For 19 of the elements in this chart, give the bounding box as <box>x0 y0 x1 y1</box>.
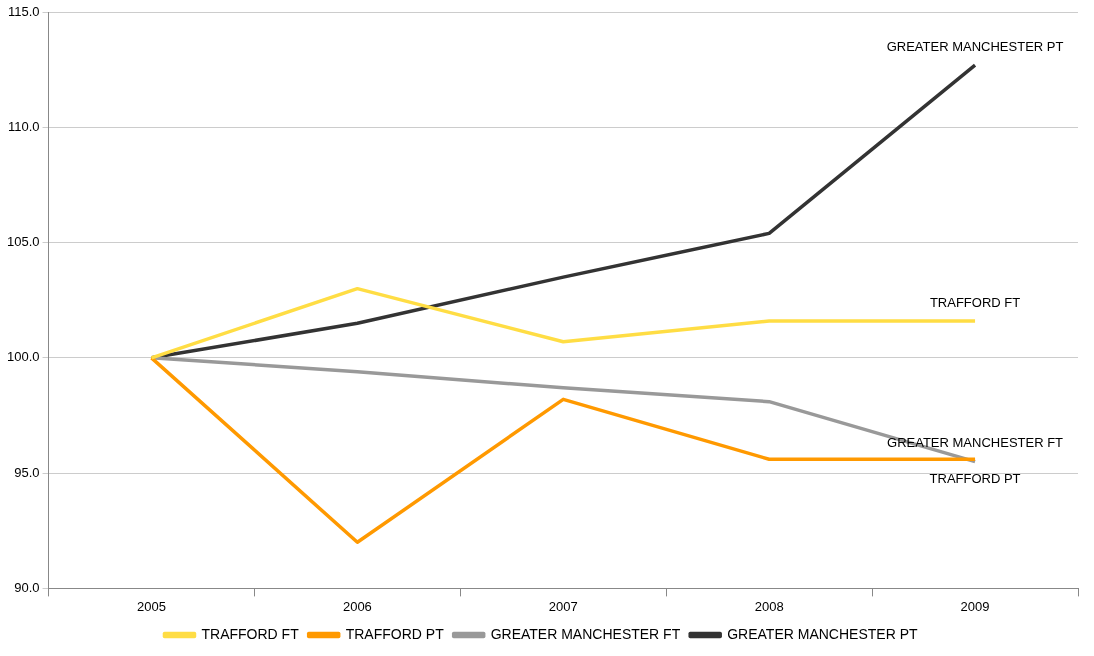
x-tick-label: 2006 <box>342 598 372 614</box>
legend-label: GREATER MANCHESTER PT <box>727 625 918 642</box>
annotation: TRAFFORD PT <box>929 470 1021 486</box>
annotation: TRAFFORD FT <box>929 294 1021 310</box>
x-tick-label: 2005 <box>137 598 166 614</box>
legend-label: GREATER MANCHESTER FT <box>490 625 681 642</box>
annotation: GREATER MANCHESTER PT <box>886 38 1064 54</box>
x-tick-label: 2009 <box>960 598 990 614</box>
y-tick-label: 105.0 <box>6 234 40 250</box>
annotation: GREATER MANCHESTER FT <box>887 435 1064 451</box>
x-tick-label: 2007 <box>548 598 578 614</box>
y-tick-label: 90.0 <box>14 579 40 595</box>
y-tick-label: 115.0 <box>7 3 40 19</box>
legend-label: TRAFFORD PT <box>345 625 445 642</box>
y-tick-label: 100.0 <box>6 349 40 365</box>
y-tick-label: 110.0 <box>7 118 40 134</box>
x-tick-label: 2008 <box>754 598 784 614</box>
y-tick-label: 95.0 <box>14 464 40 480</box>
legend-label: TRAFFORD FT <box>201 625 300 642</box>
